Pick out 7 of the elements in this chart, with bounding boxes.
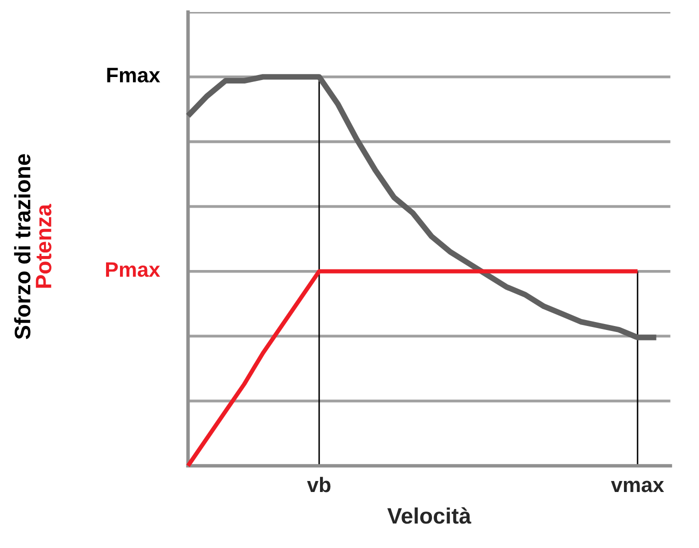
x-tick-label: vmax <box>611 480 664 492</box>
text: Sforzo di trazione <box>14 154 30 340</box>
x-axis-title: Velocità <box>387 507 472 524</box>
x-tick-label: vb <box>307 476 330 492</box>
text: Pmax <box>106 262 160 277</box>
text: Fmax <box>107 68 160 82</box>
text: Potenza <box>36 204 52 288</box>
